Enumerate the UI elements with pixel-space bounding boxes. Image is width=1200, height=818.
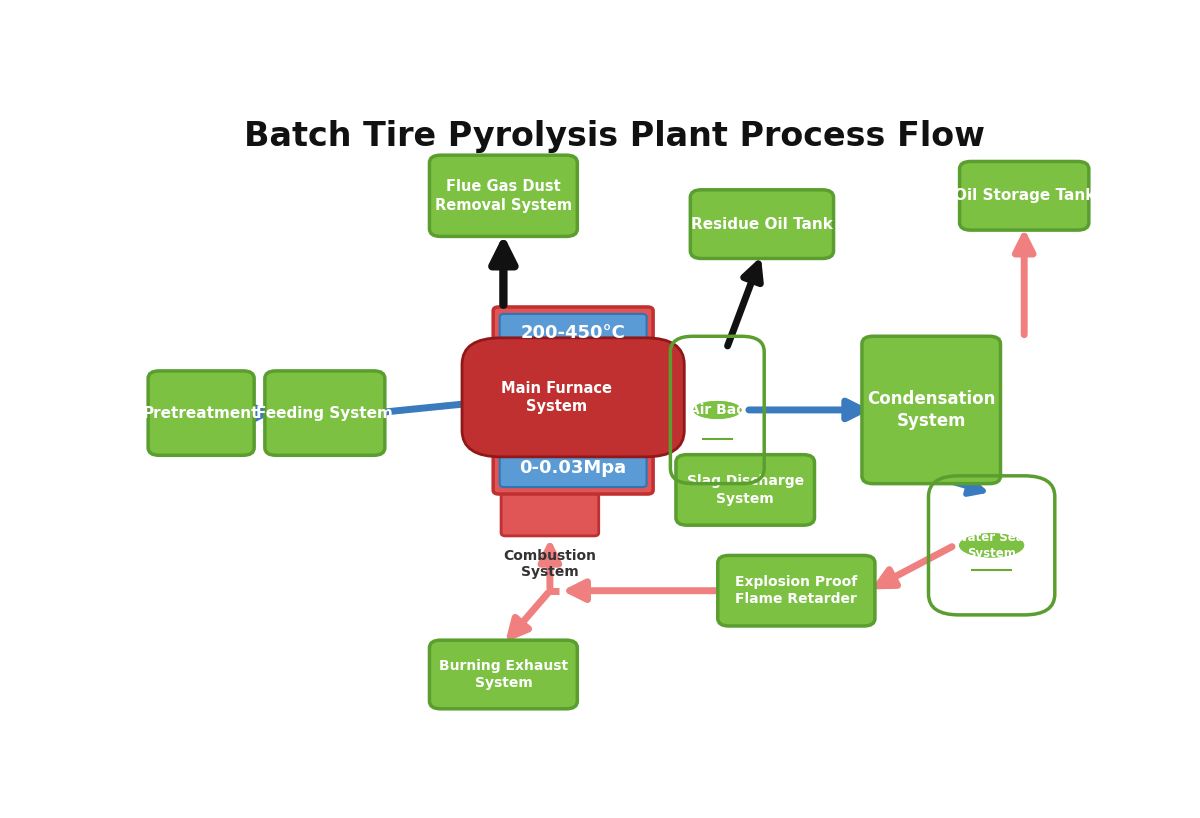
Text: Batch Tire Pyrolysis Plant Process Flow: Batch Tire Pyrolysis Plant Process Flow xyxy=(245,120,985,153)
Text: Oil Storage Tank: Oil Storage Tank xyxy=(954,188,1094,204)
Text: Flue Gas Dust
Removal System: Flue Gas Dust Removal System xyxy=(434,179,572,213)
Text: Pretreatment: Pretreatment xyxy=(143,406,259,420)
FancyBboxPatch shape xyxy=(676,455,815,525)
Text: Main Furnace
System: Main Furnace System xyxy=(500,380,612,414)
Text: Residue Oil Tank: Residue Oil Tank xyxy=(691,217,833,231)
Text: Explosion Proof
Flame Retarder: Explosion Proof Flame Retarder xyxy=(736,575,858,606)
FancyBboxPatch shape xyxy=(862,336,1001,483)
FancyBboxPatch shape xyxy=(718,555,875,626)
FancyBboxPatch shape xyxy=(960,161,1088,230)
FancyBboxPatch shape xyxy=(430,640,577,709)
Text: 0-0.03Mpa: 0-0.03Mpa xyxy=(520,459,626,477)
Text: Condensation
System: Condensation System xyxy=(868,390,995,430)
Ellipse shape xyxy=(694,401,742,419)
Text: Feeding System: Feeding System xyxy=(257,406,394,420)
FancyBboxPatch shape xyxy=(690,190,834,258)
FancyBboxPatch shape xyxy=(430,155,577,236)
Text: 200-450°C: 200-450°C xyxy=(521,325,625,343)
Text: Slag Discharge
System: Slag Discharge System xyxy=(686,474,804,506)
FancyBboxPatch shape xyxy=(502,473,599,536)
Ellipse shape xyxy=(694,401,742,419)
FancyBboxPatch shape xyxy=(148,371,254,456)
FancyBboxPatch shape xyxy=(462,338,684,457)
Text: Water Seal
System: Water Seal System xyxy=(955,531,1028,560)
FancyBboxPatch shape xyxy=(265,371,385,456)
Ellipse shape xyxy=(959,533,1025,558)
FancyBboxPatch shape xyxy=(499,314,647,353)
Ellipse shape xyxy=(959,533,1025,558)
FancyBboxPatch shape xyxy=(499,448,647,487)
Text: Burning Exhaust
System: Burning Exhaust System xyxy=(439,658,568,690)
Text: Combustion
System: Combustion System xyxy=(504,549,596,578)
FancyBboxPatch shape xyxy=(493,307,653,494)
Text: Air Bag: Air Bag xyxy=(689,403,746,417)
